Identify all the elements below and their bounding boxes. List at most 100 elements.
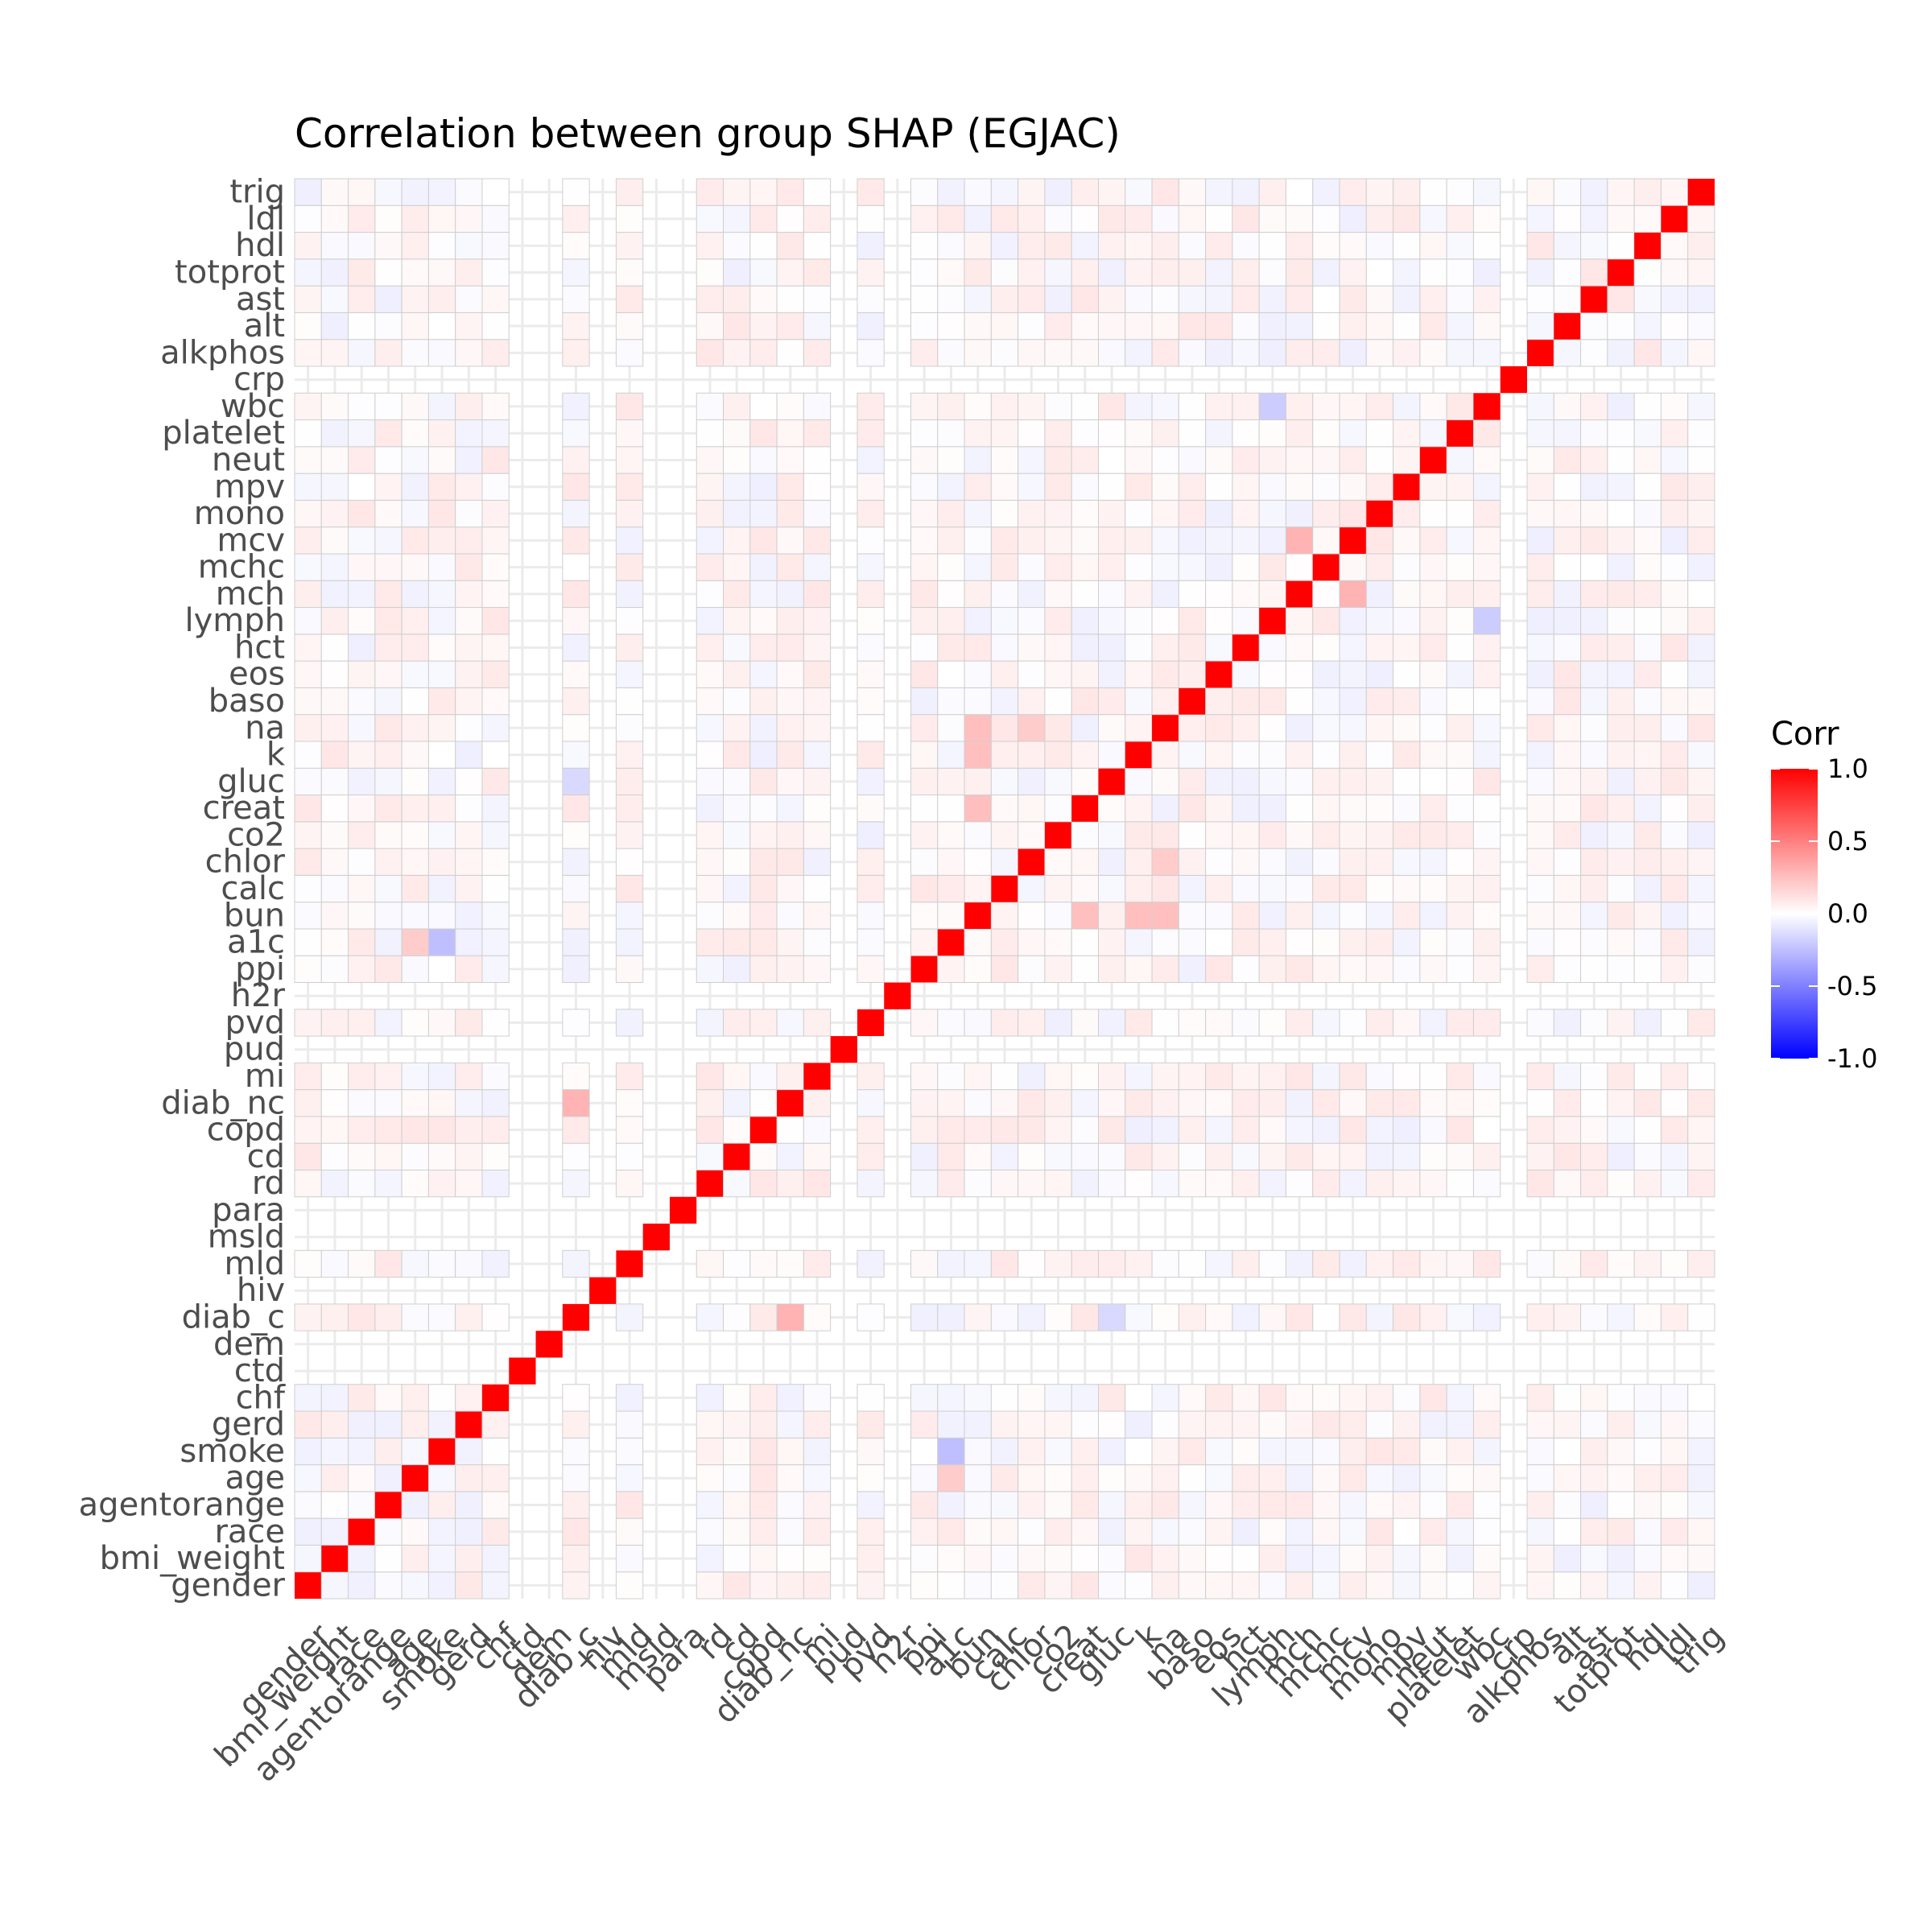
heatmap-cell (1365, 607, 1394, 635)
heatmap-cell (1687, 553, 1715, 581)
heatmap-cell (455, 1089, 483, 1117)
heatmap-cell (964, 928, 992, 956)
heatmap-cell (1151, 204, 1179, 233)
heatmap-cell (1178, 1089, 1207, 1117)
heatmap-cell (857, 1169, 885, 1198)
heatmap-cell (1419, 1491, 1447, 1519)
heatmap-cell (427, 392, 456, 421)
heatmap-cell (1339, 741, 1367, 769)
heatmap-cell (320, 1437, 349, 1466)
heatmap-cell (481, 928, 510, 956)
heatmap-cell (1258, 821, 1286, 849)
heatmap-cell (990, 1491, 1019, 1519)
heatmap-cell (615, 607, 644, 635)
y-tick-label: gluc (217, 763, 285, 800)
heatmap-cell (1365, 714, 1394, 742)
heatmap-cell (857, 526, 885, 555)
heatmap-cell (857, 204, 885, 233)
heatmap-cell (1660, 1464, 1689, 1492)
heatmap-cell (1633, 1142, 1662, 1170)
heatmap-cell (1633, 1517, 1662, 1546)
heatmap-cell (910, 714, 939, 742)
heatmap-cell (910, 634, 939, 662)
heatmap-cell (1232, 687, 1260, 716)
heatmap-cell (401, 499, 429, 528)
heatmap-cell (1312, 1169, 1340, 1198)
y-tick-label: crp (233, 361, 285, 398)
heatmap-cell (910, 848, 939, 876)
heatmap-cell (1339, 902, 1367, 930)
heatmap-cell (427, 767, 456, 796)
heatmap-cell (374, 473, 402, 501)
heatmap-cell (374, 955, 402, 983)
heatmap-cell (1365, 1491, 1394, 1519)
heatmap-cell (1285, 741, 1314, 769)
heatmap-cell (1258, 874, 1286, 903)
heatmap-cell (749, 1544, 778, 1573)
heatmap-cell (776, 339, 804, 367)
heatmap-cell (1151, 232, 1179, 260)
heatmap-cell (320, 232, 349, 260)
heatmap-cell (1607, 473, 1635, 501)
heatmap-cell (1285, 1491, 1314, 1519)
heatmap-cell (1018, 1437, 1046, 1466)
heatmap-cell (1393, 1464, 1421, 1492)
heatmap-cell (1365, 1464, 1394, 1492)
heatmap-cell (1151, 258, 1179, 287)
heatmap-cell (723, 258, 751, 287)
heatmap-cell (1526, 392, 1554, 421)
heatmap-cell (481, 553, 510, 581)
heatmap-cell (669, 1196, 697, 1224)
heatmap-cell (1419, 580, 1447, 609)
heatmap-cell (481, 1249, 510, 1278)
heatmap-cell (427, 446, 456, 474)
heatmap-cell (1393, 232, 1421, 260)
heatmap-cell (964, 1384, 992, 1412)
heatmap-cell (1446, 902, 1474, 930)
heatmap-cell (374, 874, 402, 903)
heatmap-cell (320, 446, 349, 474)
heatmap-cell (1660, 1303, 1689, 1331)
heatmap-cell (1446, 312, 1474, 341)
heatmap-cell (1553, 526, 1582, 555)
heatmap-cell (1633, 1089, 1662, 1117)
heatmap-cell (749, 1464, 778, 1492)
heatmap-cell (1097, 607, 1126, 635)
heatmap-cell (1607, 848, 1635, 876)
heatmap-cell (1232, 1437, 1260, 1466)
heatmap-cell (1607, 1464, 1635, 1492)
heatmap-cell (1580, 1303, 1608, 1331)
heatmap-cell (1365, 1116, 1394, 1144)
heatmap-cell (696, 312, 724, 341)
heatmap-cell (1097, 1437, 1126, 1466)
y-tick-label: ldl (246, 200, 285, 237)
heatmap-cell (348, 1464, 376, 1492)
heatmap-cell (1178, 1544, 1207, 1573)
heatmap-cell (696, 1089, 724, 1117)
heatmap-cell (1660, 392, 1689, 421)
heatmap-cell (455, 660, 483, 688)
heatmap-cell (1178, 1249, 1207, 1278)
heatmap-cell (1071, 526, 1099, 555)
heatmap-cell (776, 902, 804, 930)
heatmap-cell (1205, 902, 1233, 930)
heatmap-cell (615, 634, 644, 662)
heatmap-cell (1687, 795, 1715, 823)
heatmap-cell (990, 955, 1019, 983)
heatmap-cell (1151, 499, 1179, 528)
heatmap-cell (1018, 928, 1046, 956)
heatmap-cell (1687, 499, 1715, 528)
heatmap-cell (1018, 1009, 1046, 1037)
heatmap-cell (615, 499, 644, 528)
heatmap-cell (964, 714, 992, 742)
heatmap-cell (1687, 714, 1715, 742)
heatmap-cell (1044, 928, 1072, 956)
heatmap-cell (374, 795, 402, 823)
heatmap-cell (1472, 1303, 1501, 1331)
heatmap-cell (1097, 1062, 1126, 1091)
heatmap-cell (964, 848, 992, 876)
heatmap-cell (1205, 232, 1233, 260)
heatmap-cell (1419, 660, 1447, 688)
heatmap-cell (1178, 499, 1207, 528)
heatmap-cell (348, 607, 376, 635)
